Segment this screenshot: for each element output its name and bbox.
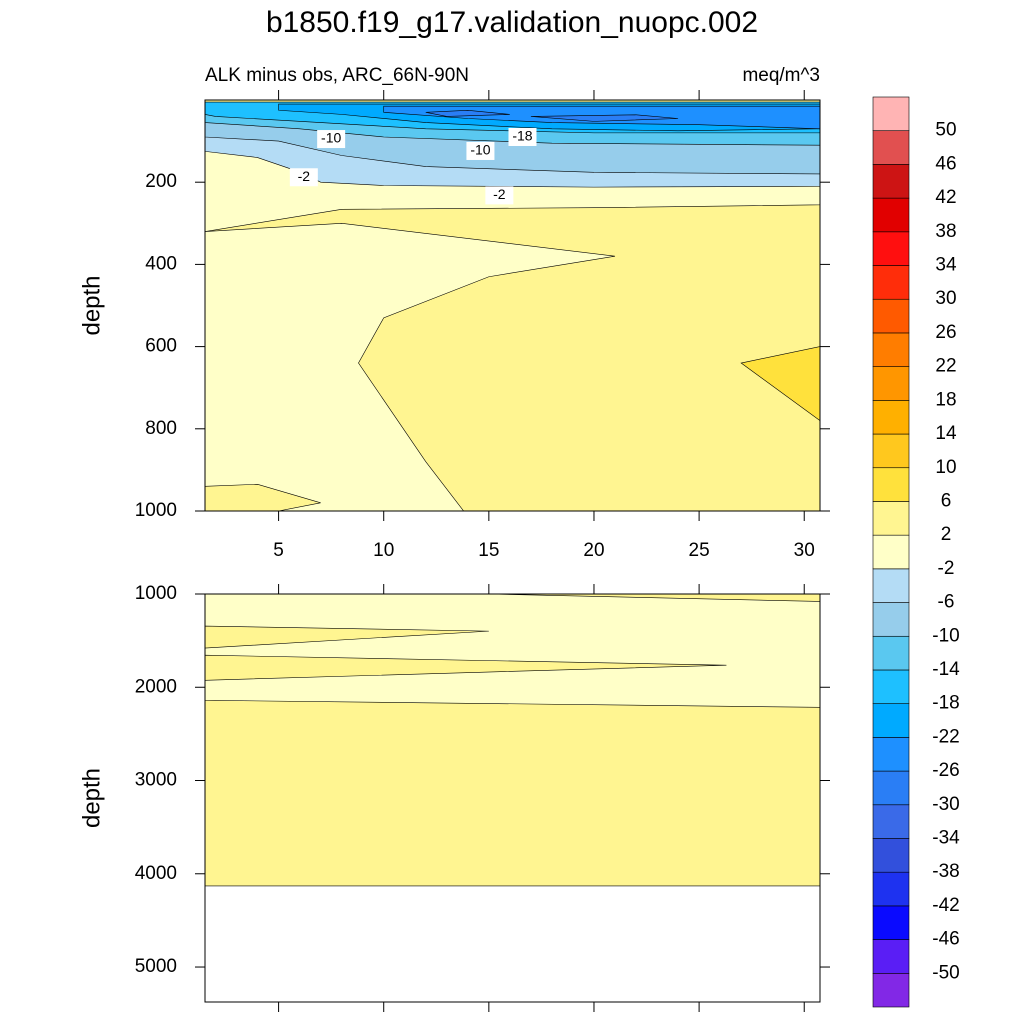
plot-frame: [204, 593, 821, 1003]
y-axis-label: depth: [78, 768, 105, 828]
plot-area: [205, 594, 820, 887]
colorbar-label: 14: [935, 423, 957, 444]
subtitle-left: ALK minus obs, ARC_66N-90N: [205, 65, 469, 86]
colorbar-box: [872, 231, 910, 266]
colorbar-box: [872, 433, 910, 469]
colorbar-label: -50: [932, 962, 959, 983]
colorbar-box: [872, 130, 910, 165]
contour-label: -10: [321, 130, 341, 146]
colorbar-label: -46: [932, 929, 959, 950]
y-tick-label: 400: [145, 253, 177, 274]
colorbar-label: 46: [935, 153, 956, 174]
colorbar-box: [872, 871, 910, 907]
plot-area: [205, 100, 820, 511]
colorbar-label: -26: [932, 760, 959, 781]
y-tick-label: 800: [145, 418, 177, 439]
colorbar-box: [872, 905, 910, 940]
contour-label-bg: [317, 130, 346, 149]
colorbar-label: 18: [935, 389, 956, 410]
colorbar-label: 10: [935, 457, 956, 478]
colorbar-box: [872, 737, 910, 772]
colorbar-label: 50: [935, 120, 956, 141]
x-tick-label: 15: [478, 540, 499, 561]
colorbar-box: [872, 602, 910, 637]
x-tick-label: 25: [689, 540, 710, 561]
contour-fill: [205, 654, 727, 681]
colorbar-label: -38: [932, 861, 959, 882]
x-tick-label: 30: [794, 540, 815, 561]
contour-fill: [205, 625, 489, 649]
colorbar-box: [872, 332, 910, 367]
colorbar-box: [872, 197, 910, 233]
colorbar-label: 2: [941, 524, 952, 545]
contour-label-bg: [289, 168, 318, 187]
colorbar-box: [872, 804, 910, 839]
contour-fill: [425, 109, 510, 117]
colorbar-box: [872, 501, 910, 536]
colorbar-box: [872, 366, 910, 401]
contour-fill: [205, 483, 321, 511]
y-tick-label: 5000: [135, 956, 177, 977]
colorbar-label: -30: [932, 794, 959, 815]
y-tick-label: 3000: [135, 770, 177, 791]
colorbar-label: -14: [932, 659, 960, 680]
contour-label: -10: [470, 142, 490, 158]
colorbar-box: [872, 96, 910, 132]
colorbar-box: [872, 703, 910, 738]
colorbar-label: 22: [935, 356, 956, 377]
contour-fill: [205, 594, 820, 708]
colorbar-label: -42: [932, 895, 959, 916]
y-axis-label: depth: [78, 275, 105, 335]
colorbar-label: -10: [932, 625, 959, 646]
contour-fill: [530, 114, 679, 122]
subtitle-right: meq/m^3: [742, 65, 820, 86]
colorbar-label: 6: [941, 490, 952, 511]
y-tick-label: 4000: [135, 863, 177, 884]
contour-label-bg: [466, 141, 495, 160]
colorbar-label: 42: [935, 187, 956, 208]
colorbar-label: -18: [932, 693, 959, 714]
contour-label-bg: [508, 127, 537, 146]
colorbar-box: [872, 972, 910, 1008]
colorbar-label: -22: [932, 726, 959, 747]
x-tick-label: 10: [373, 540, 394, 561]
colorbar-label: 34: [935, 255, 957, 276]
contour-label: -2: [298, 168, 311, 184]
colorbar-box: [872, 298, 910, 334]
colorbar-label: -6: [938, 592, 955, 613]
y-tick-label: 2000: [135, 676, 177, 697]
colorbar-label: -34: [932, 827, 960, 848]
y-tick-label: 1000: [135, 583, 177, 604]
colorbar-label: 26: [935, 322, 956, 343]
plot-frame: [204, 99, 821, 512]
colorbar-box: [872, 265, 910, 300]
colorbar-box: [872, 635, 910, 671]
contour-label: -2: [493, 186, 506, 202]
contour-fill: [205, 222, 616, 511]
y-tick-label: 200: [145, 171, 177, 192]
colorbar-label: -2: [938, 558, 955, 579]
contour-fill: [488, 594, 820, 602]
colorbar-box: [872, 939, 910, 974]
colorbar-box: [872, 838, 910, 873]
x-tick-label: 5: [273, 540, 284, 561]
chart-title: b1850.f19_g17.validation_nuopc.002: [266, 6, 758, 39]
colorbar-box: [872, 669, 910, 704]
colorbar-box: [872, 534, 910, 570]
colorbar-label: 30: [935, 288, 956, 309]
x-tick-label: 20: [583, 540, 604, 561]
contour-label-bg: [485, 186, 514, 205]
contour-fill: [740, 346, 820, 421]
colorbar-box: [872, 467, 910, 502]
colorbar-box: [872, 164, 910, 199]
colorbar-box: [872, 568, 910, 603]
colorbar-box: [872, 400, 910, 435]
colorbar-label: 38: [935, 221, 956, 242]
colorbar-box: [872, 770, 910, 806]
y-tick-label: 1000: [135, 500, 177, 521]
y-tick-label: 600: [145, 336, 177, 357]
contour-label: -18: [512, 128, 532, 144]
